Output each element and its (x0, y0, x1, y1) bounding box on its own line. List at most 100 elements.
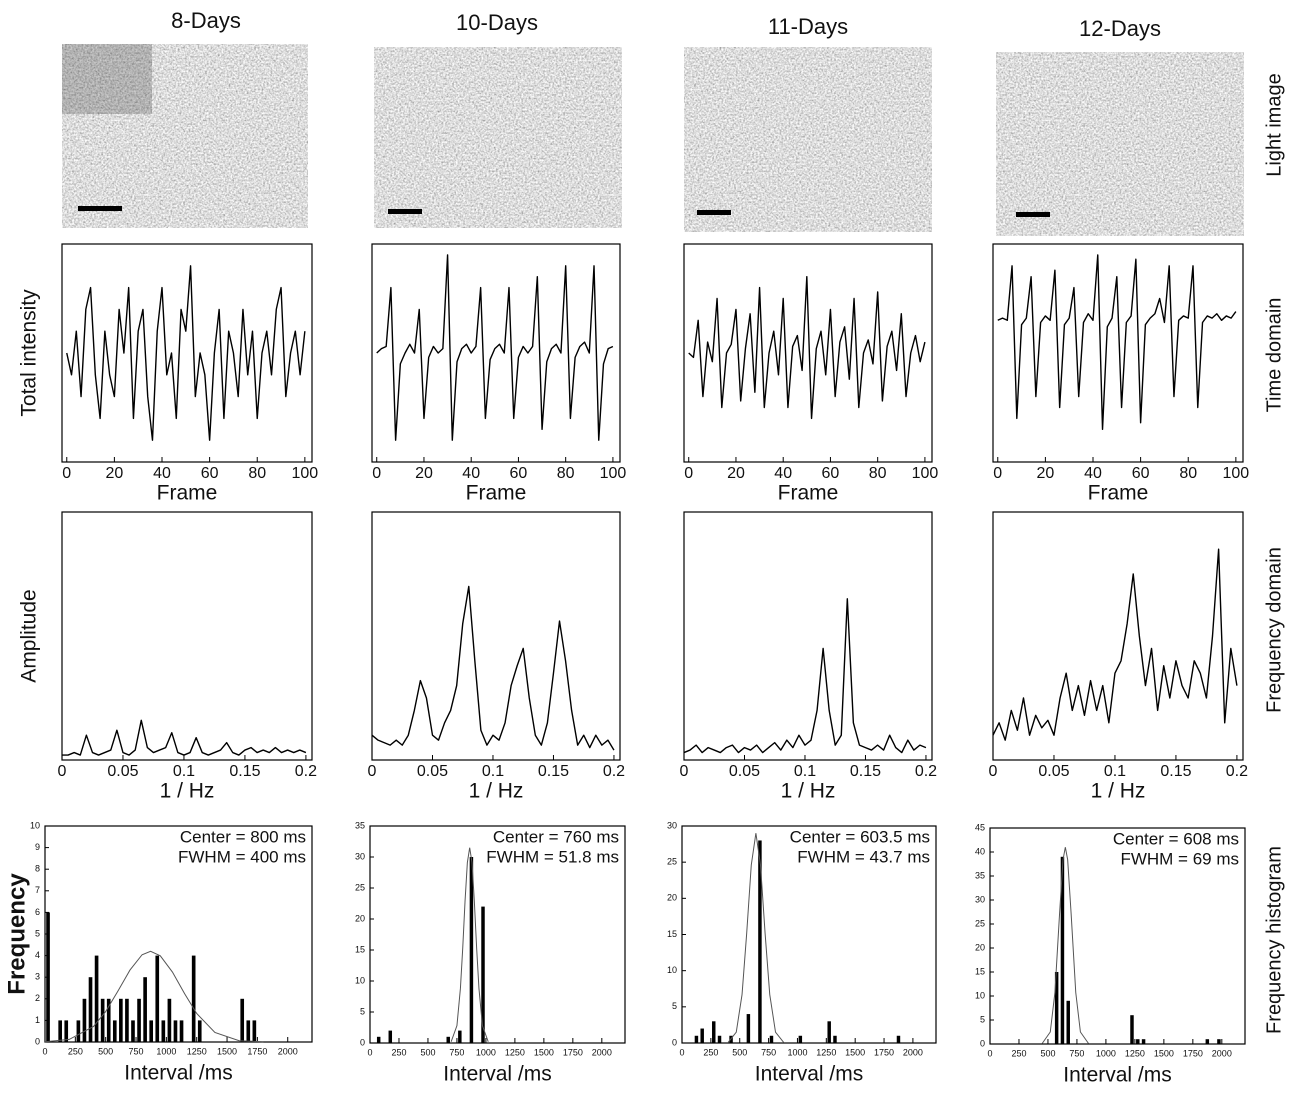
histogram-bar (469, 857, 474, 1043)
x-tick-label: 0.1 (1104, 763, 1126, 780)
plot-frame (369, 825, 626, 1044)
x-tick-label: 1500 (217, 1046, 237, 1056)
y-tick-label: 0 (35, 1036, 40, 1046)
x-tick-label: 40 (153, 465, 171, 482)
x-tick-label: 20 (727, 465, 745, 482)
histogram-bar (240, 998, 245, 1042)
x-tick-label: 100 (292, 465, 319, 482)
y-tick-label: 0 (980, 1038, 985, 1048)
x-tick-label: 0 (58, 763, 67, 780)
x-tick-label: 60 (201, 465, 219, 482)
scale-bar (388, 209, 422, 214)
plot-frame (61, 511, 313, 761)
histogram-bar (76, 1020, 81, 1042)
y-tick-label: 1 (35, 1015, 40, 1025)
fit-curve (44, 950, 264, 1043)
plot-frame (61, 243, 313, 463)
plot-frame (683, 511, 933, 761)
light-image (374, 47, 622, 228)
x-tick-label: 0.05 (417, 763, 448, 780)
light-images (62, 44, 1244, 236)
histogram-bar (769, 1035, 774, 1043)
x-tick-label: 2000 (1212, 1048, 1232, 1058)
histogram-bar (1205, 1039, 1210, 1044)
histogram-bar (758, 840, 762, 1043)
row-label: Frequency domain (1263, 547, 1285, 713)
histogram-bar (88, 977, 93, 1042)
annotation: FWHM = 51.8 ms (486, 847, 619, 866)
histogram-bar (712, 1021, 716, 1043)
x-tick-label: 0.05 (729, 763, 760, 780)
plot-frame (683, 243, 933, 463)
x-tick-label: 0.2 (603, 763, 625, 780)
y-tick-label: 5 (672, 1001, 677, 1011)
column-title: 12-Days (1079, 16, 1161, 41)
x-tick-label: 1750 (874, 1047, 894, 1057)
x-tick-label: 750 (1069, 1048, 1084, 1058)
histogram-bar (131, 1020, 135, 1042)
x-tick-label: 0.2 (295, 763, 317, 780)
y-tick-label: 5 (35, 928, 40, 938)
x-tick-label: 1750 (247, 1046, 267, 1056)
histogram-bar (191, 955, 196, 1042)
y-axis-label: Amplitude (18, 589, 41, 682)
y-axis-label: Frequency (3, 873, 30, 995)
histogram-bar (46, 912, 50, 1042)
x-tick-label: 0.1 (794, 763, 816, 780)
annotation: FWHM = 69 ms (1120, 849, 1239, 868)
y-tick-label: 45 (975, 822, 985, 832)
plot-frame (371, 511, 621, 761)
fit-curve (450, 847, 489, 1042)
x-tick-label: 0 (987, 1048, 992, 1058)
x-tick-label: 1500 (1154, 1048, 1174, 1058)
y-tick-label: 30 (975, 894, 985, 904)
x-tick-label: 0 (679, 1047, 684, 1057)
x-tick-label: 250 (391, 1047, 406, 1057)
x-axis-label: 1 / Hz (781, 780, 836, 803)
y-tick-label: 35 (355, 820, 365, 830)
x-tick-label: 0 (62, 465, 71, 482)
y-tick-label: 30 (667, 820, 677, 830)
column-title: 10-Days (456, 10, 538, 35)
histogram-bar (1136, 1039, 1140, 1044)
x-tick-label: 1750 (563, 1047, 583, 1057)
x-tick-label: 0 (993, 465, 1002, 482)
histogram-bar (458, 1030, 462, 1043)
x-tick-label: 1000 (787, 1047, 807, 1057)
x-tick-label: 0.15 (850, 763, 881, 780)
histogram-bar (798, 1035, 803, 1043)
y-tick-label: 4 (35, 950, 40, 960)
histogram-bar (252, 1020, 257, 1042)
x-tick-label: 20 (415, 465, 433, 482)
fit-curve (727, 833, 784, 1043)
x-axis-label: Frame (1088, 482, 1149, 505)
x-tick-label: 750 (761, 1047, 776, 1057)
histogram-bar (827, 1021, 831, 1043)
fit-curve (1041, 847, 1089, 1044)
x-tick-label: 0 (368, 763, 377, 780)
x-tick-label: 750 (449, 1047, 464, 1057)
histogram-bar (100, 998, 105, 1042)
histogram-bar (388, 1030, 393, 1043)
plot-frame (371, 243, 621, 463)
y-tick-label: 10 (975, 990, 985, 1000)
x-axis-label: Interval /ms (1063, 1064, 1172, 1087)
y-tick-label: 30 (355, 851, 365, 861)
column-title: 8-Days (171, 8, 241, 33)
x-tick-label: 100 (600, 465, 627, 482)
x-tick-label: 0 (372, 465, 381, 482)
histogram-bar (1130, 1015, 1134, 1044)
x-tick-label: 0.15 (229, 763, 260, 780)
x-tick-label: 40 (462, 465, 480, 482)
histogram-bar (149, 1020, 154, 1042)
row-label: Time domain (1263, 298, 1285, 413)
y-tick-label: 5 (980, 1014, 985, 1024)
x-tick-label: 0 (684, 465, 693, 482)
data-line (688, 276, 926, 420)
plot-frame (989, 827, 1246, 1045)
x-tick-label: 250 (703, 1047, 718, 1057)
x-tick-label: 80 (248, 465, 266, 482)
x-axis-label: 1 / Hz (160, 780, 215, 803)
y-tick-label: 20 (355, 913, 365, 923)
y-tick-label: 20 (975, 942, 985, 952)
